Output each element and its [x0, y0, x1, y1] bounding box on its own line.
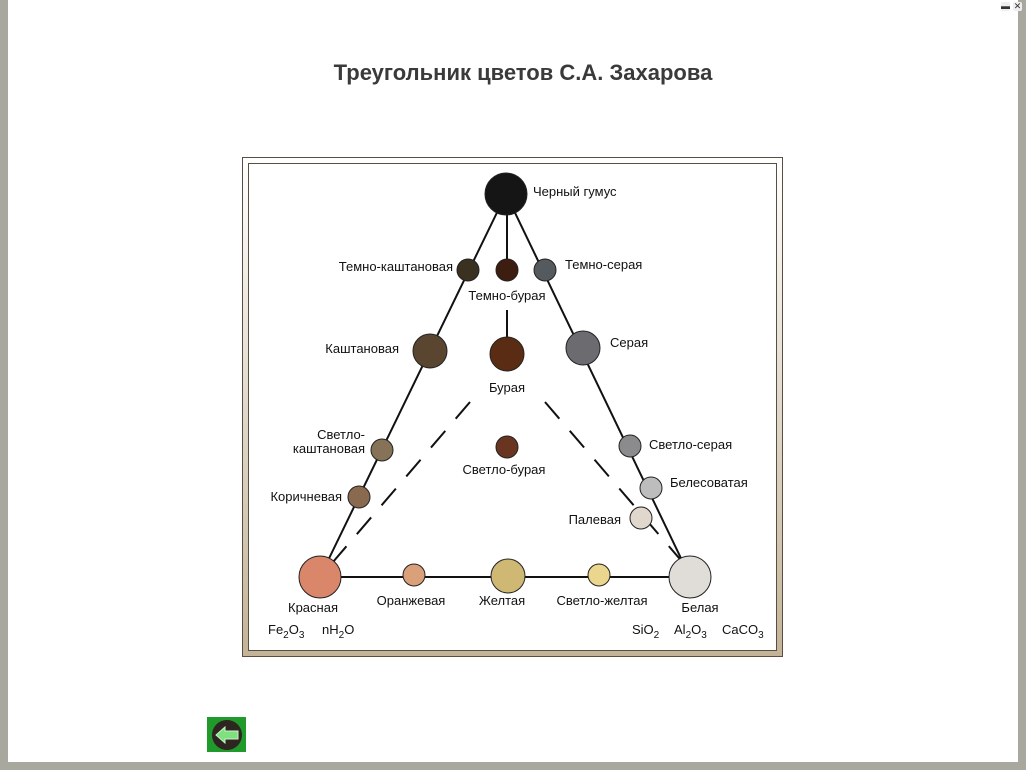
node-label: Темно-серая [565, 257, 642, 272]
color-node [587, 563, 611, 587]
chemical-formula: CaCO3 [722, 622, 764, 641]
arrow-left-icon [211, 719, 242, 750]
node-label: Темно-каштановая [339, 259, 453, 274]
node-label: Серая [610, 335, 648, 350]
chemical-formula: Fe2O3 [268, 622, 305, 641]
close-icon[interactable]: ✕ [1013, 1, 1022, 11]
chemical-formula: nH2O [322, 622, 354, 641]
color-node [533, 258, 557, 282]
node-label: Темно-бурая [468, 288, 545, 303]
page-title: Треугольник цветов С.А. Захарова [333, 60, 713, 85]
node-label: Белесоватая [670, 475, 748, 490]
color-node [629, 506, 653, 530]
color-node [347, 485, 371, 509]
node-label: Палевая [569, 512, 621, 527]
color-node [639, 476, 663, 500]
node-label: Бурая [489, 380, 525, 395]
dashed-line-left [332, 401, 471, 563]
minimize-icon[interactable]: ▬ [1001, 1, 1010, 11]
node-label: Светло-серая [649, 437, 732, 452]
chemical-formula: SiO2 [632, 622, 660, 641]
dashed-line-right [544, 401, 686, 566]
color-node [618, 434, 642, 458]
color-node [668, 555, 712, 599]
color-node [489, 336, 525, 372]
color-node [490, 558, 526, 594]
triangle-right-edge [505, 193, 691, 578]
back-button[interactable] [207, 717, 246, 752]
chemical-formula: Al2O3 [674, 622, 707, 641]
node-label: Желтая [479, 593, 525, 608]
node-label: Красная [288, 600, 338, 615]
node-label: Каштановая [325, 341, 399, 356]
color-node [370, 438, 394, 462]
node-label: Коричневая [270, 489, 342, 504]
node-label: Светло-бурая [463, 462, 546, 477]
color-node [565, 330, 601, 366]
node-label: Светло-каштановая [293, 427, 365, 456]
color-node [484, 172, 528, 216]
node-label: Оранжевая [377, 593, 446, 608]
color-node [495, 258, 519, 282]
color-node [412, 333, 448, 369]
triangle-left-edge [319, 193, 507, 578]
color-node [298, 555, 342, 599]
node-label: Черный гумус [533, 184, 617, 199]
color-node [402, 563, 426, 587]
color-node [456, 258, 480, 282]
window-controls: ▬ ✕ [1001, 2, 1022, 11]
node-label: Белая [681, 600, 718, 615]
color-node [495, 435, 519, 459]
node-label: Светло-желтая [556, 593, 647, 608]
